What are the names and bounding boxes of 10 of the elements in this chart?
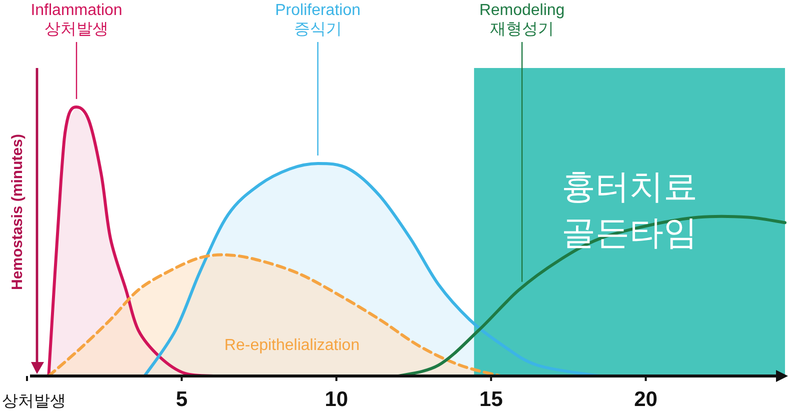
y-axis-title: Hemostasis (minutes) [9,134,26,290]
x-tick-label: 상처발생 [2,393,66,410]
annotation: Proliferation 증식기 [275,2,361,38]
annotation: Re-epithelialization [224,337,360,354]
x-tick-label: 15 [479,388,504,411]
annotation: Inflammation 상처발생 [30,2,122,38]
annotation: Remodeling 재형성기 [479,2,565,38]
x-tick-label: 20 [634,388,658,411]
x-tick-label: 10 [324,388,348,411]
x-tick-label: 5 [176,388,188,411]
